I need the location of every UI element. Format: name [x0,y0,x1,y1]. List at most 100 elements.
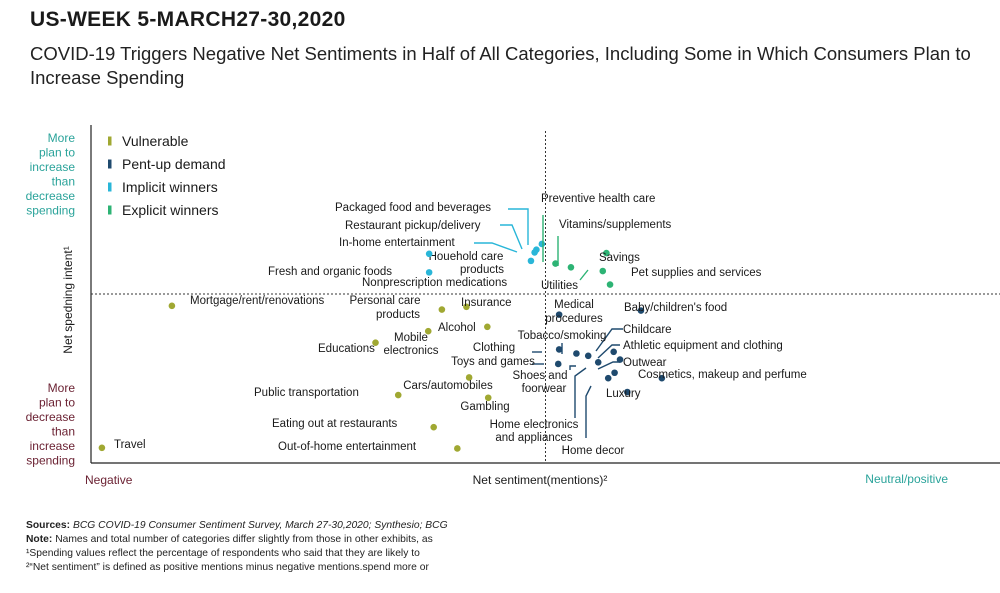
point-luxury [624,388,631,396]
leader-line-home-electronics-and-appliances [574,367,587,418]
point-tobacco-smoking [573,350,580,357]
y-axis-title: Net spedning intent¹ [61,246,75,353]
point-outwear [611,369,618,377]
point-athletic-equipment-and-clothing [616,356,624,363]
point-label-preventive-health-care: Preventive health care [541,193,655,205]
point-label-shoes-and-foorwear: Shoes and [513,370,568,382]
leader-line-packaged-food-and-beverages [508,208,529,245]
point-houehold-care-products [527,257,535,265]
point-label-mobile-electronics: Mobile [394,332,428,344]
point-insurance [463,303,470,311]
sources-text: BCG COVID-19 Consumer Sentiment Survey, … [72,520,448,531]
legend-marker-pent-up-demand [108,159,112,169]
y-axis-top-label: increase [30,160,76,174]
point-clothing [555,346,563,353]
point-label-restaurant-pickup-delivery: Restaurant pickup/delivery [345,220,481,232]
x-axis-title: Net sentiment(mentions)² [473,473,608,487]
page-title: US-WEEK 5-MARCH27-30,2020 [30,8,346,31]
point-home-decor [604,374,612,382]
point-utilities [606,281,614,288]
y-axis-top-label: decrease [26,189,76,203]
point-in-home-entertainment [531,249,538,256]
point-label-home-decor: Home decor [562,445,625,457]
y-axis-bottom-label: spending [26,454,75,468]
leader-line-utilities [579,269,589,281]
point-label-alcohol: Alcohol [438,322,476,334]
point-label-outwear: Outwear [623,357,667,369]
point-label-packaged-food-and-beverages: Packaged food and beverages [335,202,491,214]
legend-marker-vulnerable [108,136,112,146]
note-line: Note: Names and total number of categori… [26,533,448,547]
point-baby-children-s-food [637,307,645,314]
point-educations [372,339,379,346]
point-label-cosmetics-makeup-and-perfume: Cosmetics, makeup and perfume [638,369,807,381]
leader-line-childcare [595,328,623,352]
point-toys-and-games [554,360,562,368]
y-axis-top-label: More [48,131,76,145]
point-label-mortgage-rent-renovations: Mortgage/rent/renovations [190,295,324,307]
point-label-eating-out-at-restaurants: Eating out at restaurants [272,418,398,430]
point-packaged-food-and-beverages [538,240,546,248]
leader-line-in-home-entertainment [474,242,518,253]
point-preventive-health-care [552,260,559,267]
point-cars-automobiles [465,374,473,381]
point-childcare [610,348,617,356]
point-label-savings: Savings [599,252,640,264]
sources-label: Sources: [26,520,71,531]
point-travel [98,444,106,452]
point-label-houehold-care-products: Houehold care [429,251,504,263]
point-label-home-electronics-and-appliances: Home electronics [490,419,579,431]
legend-label-explicit-winners: Explicit winners [122,202,218,218]
leader-line-home-decor [585,385,592,438]
point-label-gambling: Gambling [460,401,509,413]
point-medical-procedures [555,311,563,318]
point-label-home-electronics-and-appliances: and appliances [495,432,573,444]
x-axis-negative-label: Negative [85,473,133,487]
point-label-fresh-and-organic-foods: Fresh and organic foods [268,266,392,278]
point-label-medical-procedures: Medical [554,299,594,311]
point-label-childcare: Childcare [623,324,672,336]
chart-subtitle: COVID-19 Triggers Negative Net Sentiment… [30,43,971,88]
point-pet-supplies-and-services [599,267,607,275]
legend-label-pent-up-demand: Pent-up demand [122,156,226,172]
point-label-educations: Educations [318,343,375,355]
leader-line-shoes-and-foorwear [569,365,576,370]
y-axis-top-label: plan to [39,146,75,160]
note-text: Names and total number of categories dif… [55,534,433,545]
legend-marker-implicit-winners [108,182,112,192]
legend-label-implicit-winners: Implicit winners [122,179,218,195]
point-mobile-electronics [424,327,432,335]
header: US-WEEK 5-MARCH27-30,2020 COVID-19 Trigg… [30,8,980,90]
point-nonprescription-medications [425,269,433,276]
point-fresh-and-organic-foods [425,250,433,258]
point-mortgage-rent-renovations [168,302,176,310]
leader-line-restaurant-pickup-delivery [500,224,523,250]
point-label-tobacco-smoking: Tobacco/smoking [518,330,607,342]
leader-line-outwear [597,361,620,370]
y-axis-bottom-label: decrease [26,410,76,424]
point-savings [603,249,610,257]
leader-line-athletic-equipment-and-clothing [597,344,620,359]
y-axis-bottom-label: increase [30,439,76,453]
footnote-2: ²“Net sentiment” is defined as positive … [26,562,429,573]
point-home-electronics-and-appliances [594,358,602,366]
point-eating-out-at-restaurants [430,423,437,431]
point-label-toys-and-games: Toys and games [451,356,535,368]
y-axis-bottom-label: than [52,425,75,439]
y-axis-bottom-label: More [48,381,76,395]
point-label-travel: Travel [114,439,146,451]
point-public-transportation [394,391,402,399]
point-label-insurance: Insurance [461,297,512,309]
point-label-utilities: Utilities [541,280,578,292]
point-label-shoes-and-foorwear: foorwear [522,383,567,395]
sources-line: Sources: BCG COVID-19 Consumer Sentiment… [26,519,448,533]
point-alcohol [484,323,491,331]
note-label: Note: [26,534,53,545]
point-label-baby-children-s-food: Baby/children's food [624,302,727,314]
point-label-out-of-home-entertainment: Out-of-home entertainment [278,441,417,453]
footnote-1: ¹Spending values reflect the percentage … [26,548,420,559]
point-label-vitamins-supplements: Vitamins/supplements [559,219,672,231]
legend-marker-explicit-winners [108,205,112,215]
point-cosmetics-makeup-and-perfume [658,374,666,382]
